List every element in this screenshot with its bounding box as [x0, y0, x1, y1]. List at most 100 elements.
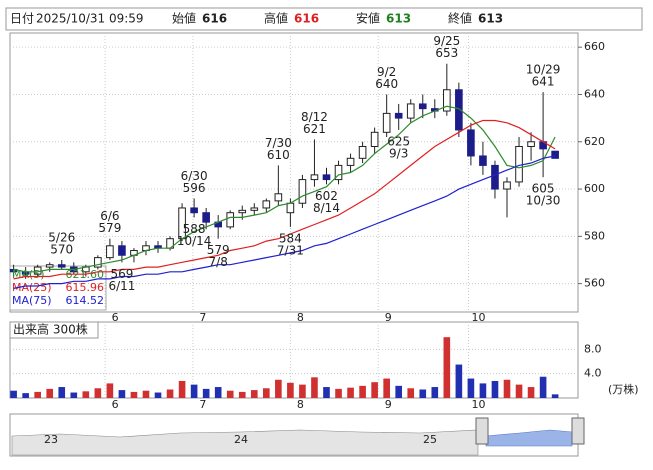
- volume-bar: [395, 385, 403, 398]
- candle-body: [202, 212, 210, 223]
- candle-body: [94, 257, 102, 268]
- volume-bar: [467, 378, 475, 398]
- candle-body: [346, 157, 355, 166]
- volume-bar: [503, 379, 511, 398]
- candle-body: [370, 131, 379, 147]
- x-tick-label: 7: [199, 398, 206, 411]
- candle-body: [106, 245, 114, 259]
- volume-bar: [527, 387, 535, 398]
- volume-bar: [443, 337, 451, 398]
- close-label: 終値: [448, 11, 472, 26]
- x-tick-label: 6: [112, 311, 119, 324]
- volume-bar: [214, 387, 222, 398]
- annotation-price: 641: [532, 75, 555, 89]
- candle-body: [57, 264, 66, 268]
- volume-bar: [299, 384, 306, 398]
- volume-bar: [142, 390, 150, 398]
- annotation-price: 596: [183, 181, 206, 195]
- x-tick-label: 6: [112, 398, 119, 411]
- candle-body: [45, 264, 54, 268]
- x-tick-label: 8: [297, 398, 304, 411]
- annotation-price: 605: [532, 182, 555, 196]
- x-tick-label: 7: [199, 311, 206, 324]
- navigator-label: 25: [423, 433, 437, 446]
- volume-title-box: [9, 321, 99, 339]
- annotation-date: 9/25: [433, 34, 460, 48]
- volume-bar: [46, 388, 54, 398]
- volume-bar: [479, 383, 487, 398]
- volume-bar: [226, 390, 234, 398]
- low-label: 安値: [356, 11, 380, 26]
- annotation-date: 9/3: [389, 146, 408, 160]
- volume-bar: [94, 388, 102, 398]
- candle-body: [455, 89, 463, 131]
- volume-bar: [190, 384, 198, 398]
- candle-body: [286, 202, 295, 214]
- legend-name: MA(5): [12, 268, 45, 281]
- annotation-price: 640: [375, 77, 398, 91]
- navigator-handle-right[interactable]: [571, 417, 585, 445]
- volume-bar: [34, 391, 41, 398]
- y-tick-label: 600: [584, 182, 605, 195]
- legend-name: MA(25): [12, 281, 52, 294]
- volume-bar: [383, 378, 390, 398]
- annotation-date: 6/30: [181, 169, 208, 183]
- high-label: 高値: [264, 11, 288, 26]
- annotation-price: 588: [183, 222, 206, 236]
- candle-body: [394, 112, 403, 119]
- candle-body: [527, 141, 535, 147]
- volume-bar: [455, 364, 463, 398]
- volume-bar: [250, 390, 258, 398]
- annotation-date: 10/30: [526, 194, 561, 208]
- annotation-date: 7/31: [277, 243, 304, 257]
- volume-bar: [154, 392, 162, 398]
- candle-body: [443, 89, 451, 112]
- candle-body: [322, 174, 331, 181]
- y-tick-label: 8.0: [584, 342, 602, 355]
- y-tick-label: 580: [584, 229, 605, 242]
- volume-bar: [347, 387, 354, 398]
- volume-bar: [106, 383, 114, 398]
- annotation-price: 584: [279, 231, 302, 245]
- annotation-price: 579: [98, 221, 121, 235]
- volume-bar: [130, 391, 138, 398]
- navigator-area: [11, 429, 479, 456]
- volume-bar: [58, 387, 66, 398]
- candle-body: [382, 112, 391, 133]
- navigator-handle-left[interactable]: [475, 417, 489, 445]
- annotation-date: 6/11: [108, 279, 135, 293]
- annotation-price: 625: [387, 134, 410, 148]
- x-tick-label: 10: [471, 311, 485, 324]
- volume-title: 出来高 300株: [13, 322, 88, 337]
- candle-body: [479, 155, 487, 166]
- annotation-price: 653: [435, 46, 458, 60]
- ma-line: [13, 105, 556, 273]
- volume-bar: [371, 382, 378, 398]
- volume-bar: [539, 376, 547, 398]
- volume-bar: [359, 385, 366, 398]
- volume-bar: [491, 380, 499, 398]
- volume-bar: [407, 388, 415, 398]
- open-value: 616: [202, 12, 227, 26]
- candle-body: [226, 212, 235, 228]
- volume-bar: [515, 384, 523, 398]
- volume-bar: [335, 388, 342, 398]
- candle-body: [515, 145, 523, 183]
- candle-body: [190, 207, 198, 214]
- annotation-date: 8/14: [313, 201, 340, 215]
- candle-body: [503, 181, 511, 190]
- volume-bar: [551, 394, 559, 398]
- volume-bar: [323, 387, 330, 398]
- x-tick-label: 10: [471, 398, 485, 411]
- annotation-price: 570: [50, 242, 73, 256]
- annotation-date: 5/26: [48, 230, 75, 244]
- volume-bar: [431, 387, 439, 398]
- x-tick-label: 9: [385, 398, 392, 411]
- candle-body: [310, 174, 319, 181]
- volume-bar: [178, 380, 186, 398]
- annotation-date: 10/29: [526, 63, 561, 77]
- navigator-label: 23: [44, 433, 58, 446]
- datetime: 2025/10/31 09:59: [36, 12, 144, 26]
- candle-body: [418, 103, 427, 110]
- x-tick-label: 8: [297, 311, 304, 324]
